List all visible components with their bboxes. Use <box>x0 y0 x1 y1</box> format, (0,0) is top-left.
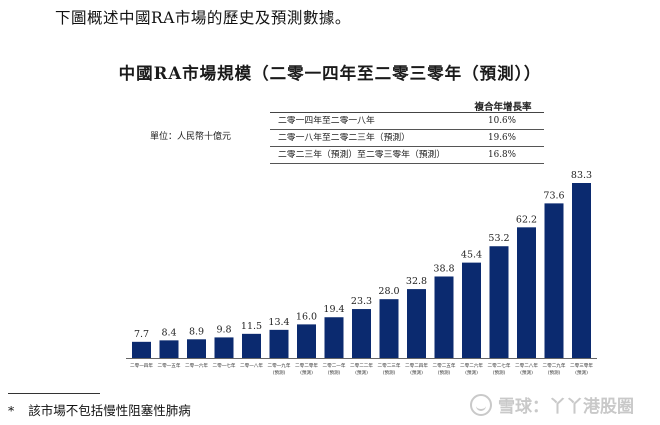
footnote: * 該市場不包括慢性阻塞性肺病 <box>8 400 191 419</box>
tick-sublabel-11: (預測) <box>438 369 451 376</box>
tick-label-14: 二零二八年 <box>515 362 538 369</box>
data-label-14: 62.2 <box>516 214 537 225</box>
data-label-6: 16.0 <box>296 311 317 322</box>
unit-label: 單位：人民幣十億元 <box>150 132 232 142</box>
cagr-rate: 10.6% <box>488 116 516 126</box>
data-label-2: 8.9 <box>189 326 204 337</box>
cagr-rate: 16.8% <box>488 150 516 160</box>
bar-11 <box>434 276 454 358</box>
footnote-divider <box>8 393 100 394</box>
data-label-13: 53.2 <box>488 233 509 244</box>
bar-1 <box>159 340 179 358</box>
bar-8 <box>352 309 371 358</box>
tick-label-7: 二零二一年 <box>323 362 346 369</box>
data-label-15: 73.6 <box>543 190 564 201</box>
tick-label-15: 二零二九年 <box>543 362 566 369</box>
cagr-row: 二零二三年（預測）至二零三零年（預測） 16.8% <box>270 147 544 164</box>
bar-6 <box>297 324 316 358</box>
tick-label-9: 二零二三年 <box>378 362 401 369</box>
bar-14 <box>517 227 536 358</box>
tick-label-4: 二零一八年 <box>240 362 263 369</box>
cagr-period: 二零二三年（預測）至二零三零年（預測） <box>278 150 446 160</box>
bar-13 <box>489 246 509 358</box>
tick-label-5: 二零一九年 <box>268 362 291 369</box>
tick-sublabel-12: (預測) <box>465 369 478 376</box>
data-label-4: 11.5 <box>241 321 262 332</box>
tick-sublabel-8: (預測) <box>355 369 368 376</box>
tick-sublabel-15: (預測) <box>548 369 561 376</box>
cagr-header: 複合年增長率 <box>474 102 532 113</box>
tick-label-0: 二零一四年 <box>130 362 153 369</box>
cagr-rate: 19.6% <box>488 133 516 143</box>
footnote-text: 該市場不包括慢性阻塞性肺病 <box>28 403 191 418</box>
data-label-8: 23.3 <box>351 296 372 307</box>
tick-label-10: 二零二四年 <box>405 362 428 369</box>
tick-sublabel-13: (預測) <box>493 369 506 376</box>
bar-7 <box>324 317 344 358</box>
watermark-text: 雪球：丫丫港股圈 <box>498 397 634 417</box>
cagr-table: 二零一四年至二零一八年 10.6% 二零一八年至二零二三年（預測） 19.6% … <box>270 112 544 164</box>
bar-15 <box>544 203 564 358</box>
bar-5 <box>269 329 289 358</box>
data-label-16: 83.3 <box>571 170 592 181</box>
bar-16 <box>572 183 591 358</box>
cagr-row: 二零一八年至二零二三年（預測） 19.6% <box>270 130 544 147</box>
chart-title: 中國RA市場規模（二零一四年至二零三零年（預測）） <box>118 64 542 83</box>
data-label-0: 7.7 <box>134 329 149 340</box>
tick-label-12: 二零二六年 <box>460 362 483 369</box>
intro-text: 下圖概述中國RA市場的歷史及預測數據。 <box>55 9 351 27</box>
footnote-mark: * <box>8 403 15 418</box>
bar-4 <box>242 333 261 358</box>
tick-label-16: 二零三零年 <box>570 362 593 369</box>
tick-sublabel-9: (預測) <box>383 369 396 376</box>
tick-sublabel-5: (預測) <box>273 369 286 376</box>
tick-label-2: 二零一六年 <box>185 362 208 369</box>
data-label-10: 32.8 <box>406 276 427 287</box>
bar-12 <box>462 262 481 358</box>
bar-9 <box>379 299 399 358</box>
data-label-7: 19.4 <box>323 304 344 315</box>
cagr-period: 二零一四年至二零一八年 <box>278 116 375 126</box>
tick-sublabel-7: (預測) <box>328 369 341 376</box>
tick-label-6: 二零二零年 <box>295 362 318 369</box>
cagr-period: 二零一八年至二零二三年（預測） <box>278 133 410 143</box>
data-label-1: 8.4 <box>161 327 176 338</box>
data-label-5: 13.4 <box>268 317 289 328</box>
tick-sublabel-16: (預測) <box>575 369 588 376</box>
tick-label-8: 二零二二年 <box>350 362 373 369</box>
cagr-row: 二零一四年至二零一八年 10.6% <box>270 113 544 130</box>
tick-sublabel-14: (預測) <box>520 369 533 376</box>
data-label-12: 45.4 <box>461 250 482 261</box>
bar-0 <box>132 341 151 358</box>
bar-2 <box>187 339 206 358</box>
tick-label-1: 二零一五年 <box>158 362 181 369</box>
bar-10 <box>407 289 426 358</box>
bar-3 <box>214 337 234 358</box>
snowball-logo-icon <box>470 393 492 416</box>
tick-label-11: 二零二五年 <box>433 362 456 369</box>
tick-sublabel-10: (預測) <box>410 369 423 376</box>
watermark: 雪球：丫丫港股圈 <box>470 392 634 417</box>
tick-label-13: 二零二七年 <box>488 362 511 369</box>
tick-label-3: 二零一七年 <box>213 362 236 369</box>
data-label-9: 28.0 <box>378 286 399 297</box>
tick-sublabel-6: (預測) <box>300 369 313 376</box>
data-label-11: 38.8 <box>433 263 454 274</box>
data-label-3: 9.8 <box>216 324 231 335</box>
